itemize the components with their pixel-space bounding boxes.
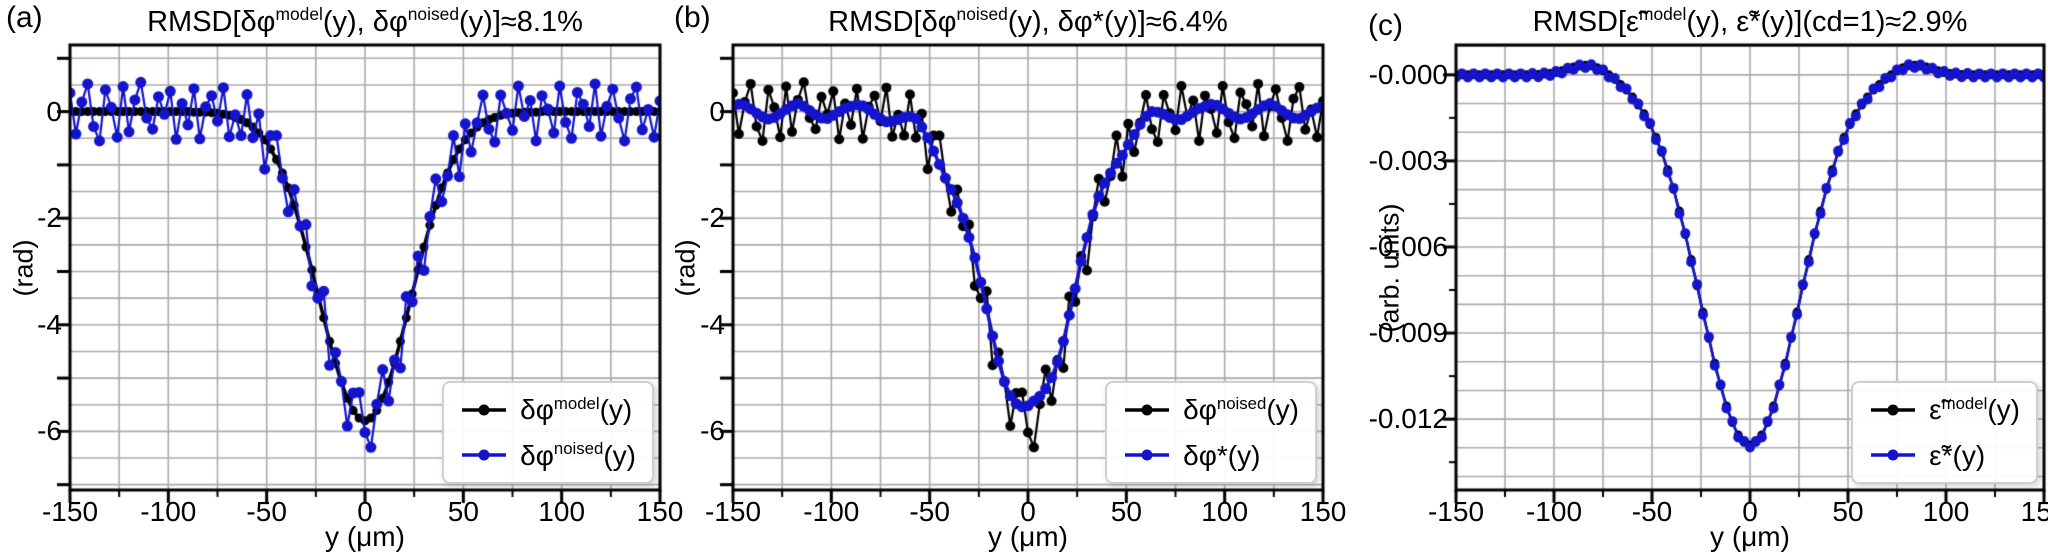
- plots-canvas: [0, 0, 2048, 554]
- figure: (a) RMSD[δφmodel(y), δφnoised(y)]≈8.1% (…: [0, 0, 2048, 554]
